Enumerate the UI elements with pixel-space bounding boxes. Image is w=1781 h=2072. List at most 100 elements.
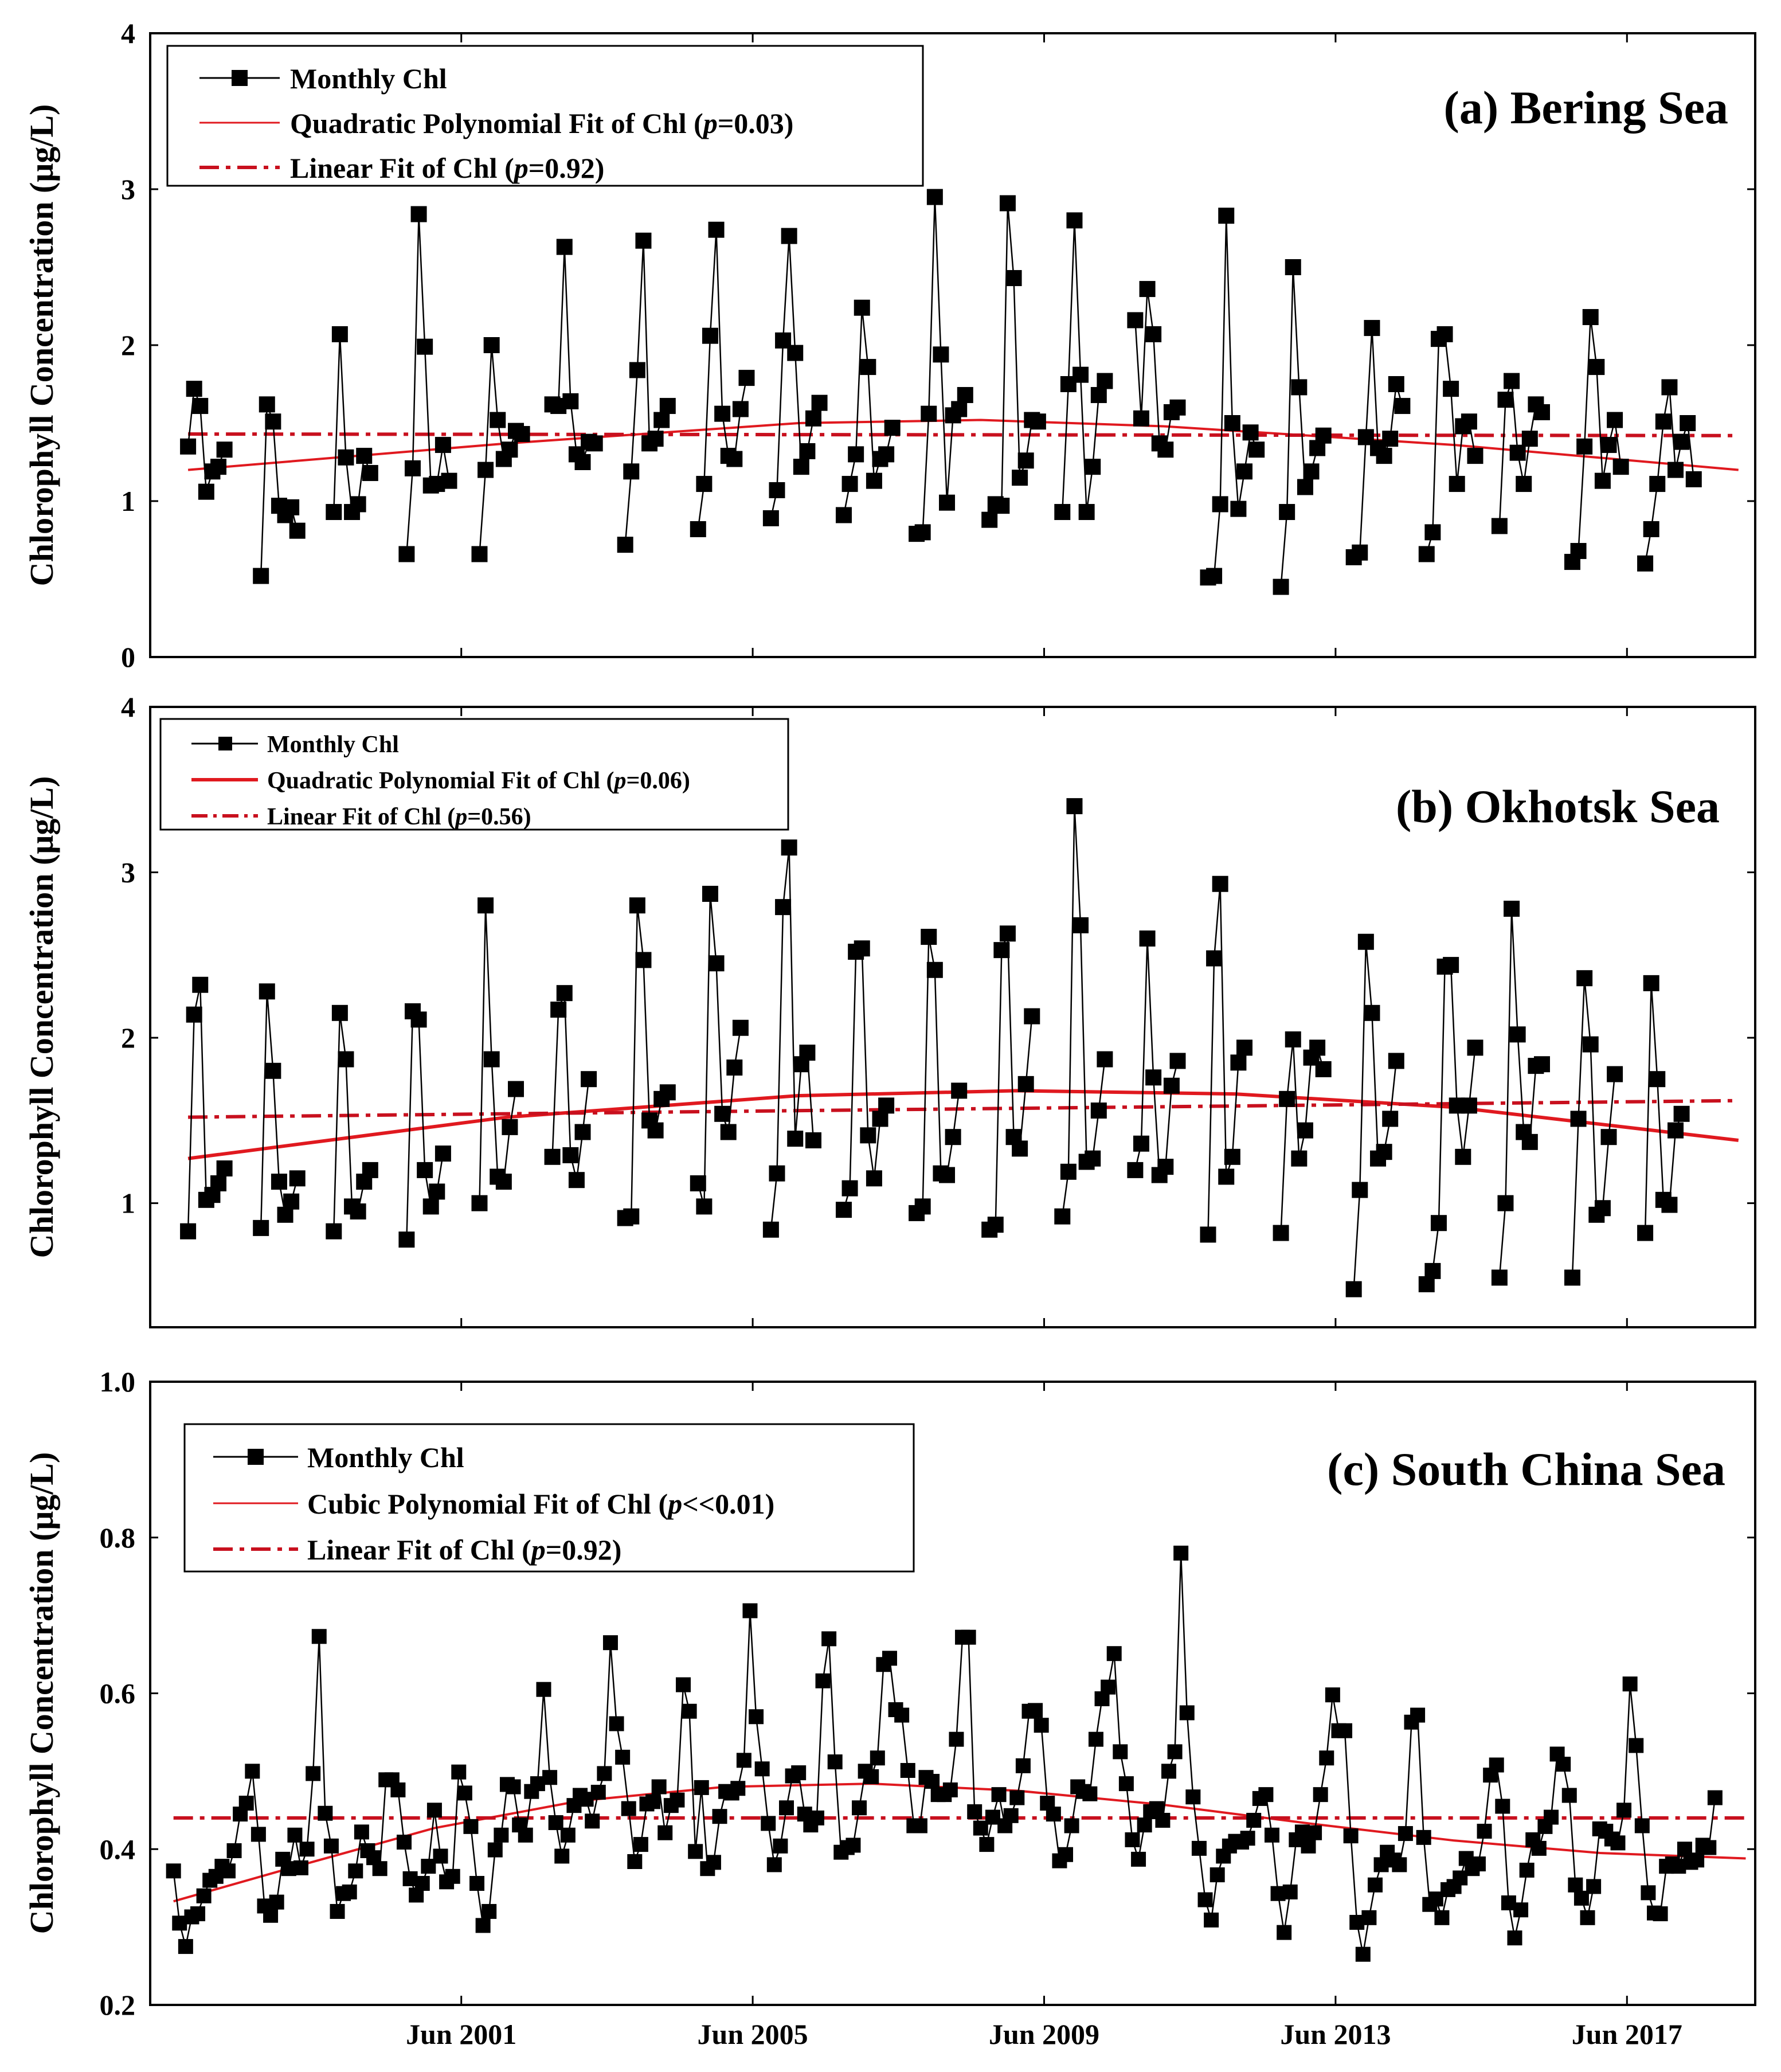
panel-c-data-point	[536, 1682, 551, 1697]
panel-b-data-point	[1376, 1144, 1392, 1160]
panel-b-data-point	[180, 1223, 197, 1240]
panel-b-data-point	[1643, 975, 1659, 991]
panel-b-data-point	[926, 961, 943, 978]
panel-c-data-point	[597, 1766, 612, 1781]
panel-c-data-point	[1064, 1818, 1079, 1833]
panel-a-legend-linear-p: p	[512, 152, 529, 184]
panel-b-y-axis-label: Chlorophyll Concentration (μg/L)	[23, 776, 60, 1258]
panel-c-data-point	[1191, 1840, 1207, 1856]
panel-a-data-point	[265, 413, 281, 430]
panel-a-data-point	[1206, 568, 1223, 584]
panel-c-data-point	[1301, 1838, 1316, 1854]
panel-c-data-point	[749, 1709, 764, 1725]
panel-a-ticks	[150, 32, 1755, 658]
panel-c-data-point	[1282, 1884, 1298, 1899]
panel-a-data-point	[1133, 410, 1149, 427]
panel-b-data-point	[1017, 1076, 1034, 1092]
panel-a-y-tick-labels: 0 1 2 3 4	[121, 17, 135, 673]
panel-b-series-line	[1498, 908, 1543, 1278]
panel-c-data-point	[226, 1843, 242, 1858]
panel-a-data-point	[1085, 459, 1101, 475]
panel-b-data-point	[1127, 1162, 1144, 1178]
panel-a-legend-fit-p: p	[701, 107, 718, 139]
panel-c-y-tick-label: 0.2	[100, 1989, 136, 2021]
panel-c-data-point	[293, 1860, 309, 1875]
panel-c-data-point	[323, 1838, 339, 1854]
panel-a-y-tick-label: 1	[121, 485, 135, 517]
panel-b-data-point	[1273, 1225, 1289, 1241]
panel-a-data-point	[921, 405, 937, 422]
panel-c-data-point	[1082, 1786, 1098, 1801]
panel-b-data-point	[471, 1195, 488, 1211]
panel-c-data-point	[1392, 1857, 1407, 1872]
panel-c-data-point	[1580, 1910, 1595, 1925]
panel-a-series-line	[1062, 220, 1106, 513]
panel-c-data-point	[1131, 1851, 1146, 1867]
panel-b-data-point	[629, 897, 645, 914]
panel-a-data-point	[586, 435, 603, 452]
panel-c-data-point	[518, 1827, 533, 1843]
panel-c-data-point	[548, 1815, 563, 1831]
panel-b-data-point	[1297, 1122, 1313, 1139]
panel-c-data-point	[1531, 1840, 1547, 1856]
panel-c-data-point	[730, 1781, 746, 1796]
panel-c-data-point	[1258, 1787, 1274, 1803]
panel-b-data-point	[999, 925, 1016, 942]
panel-a-data-point	[926, 189, 943, 205]
panel-a-data-point	[1315, 427, 1332, 444]
panel-a-data-point	[787, 345, 804, 361]
panel-c-data-point	[263, 1907, 279, 1923]
panel-a-data-point	[811, 394, 828, 411]
panel-b-data-point	[1430, 1215, 1447, 1232]
panel-c-data-point	[736, 1753, 751, 1768]
panel-a-legend-fit-label: Quadratic Polynomial Fit of Chl (p=0.03)	[290, 107, 793, 139]
panel-c-monthly-series	[166, 1545, 1723, 1962]
panel-b-data-point	[1491, 1269, 1508, 1286]
panel-a-data-point	[981, 511, 998, 528]
panel-b-data-point	[659, 1084, 676, 1101]
panel-c-data-point	[1113, 1744, 1128, 1760]
panel-c-data-point	[1046, 1807, 1061, 1822]
panel-a-data-point	[690, 521, 706, 537]
panel-b-data-point	[690, 1175, 706, 1191]
panel-c-data-point	[1313, 1787, 1328, 1803]
panel-b-data-point	[544, 1148, 561, 1165]
panel-c-data-point	[694, 1780, 709, 1795]
panel-b-legend-monthly-marker	[218, 737, 232, 750]
panel-b-data-point	[696, 1198, 713, 1215]
panel-c-data-point	[870, 1750, 885, 1766]
panel-b-data-point	[1673, 1105, 1690, 1122]
panel-c-data-point	[1629, 1738, 1644, 1753]
panel-b-frame	[149, 706, 1756, 1328]
panel-a-data-point	[993, 498, 1010, 514]
panel-a-data-point	[957, 387, 973, 404]
panel-c-data-point	[1477, 1823, 1492, 1839]
panel-c-data-point	[967, 1804, 983, 1820]
panel-a-data-point	[1449, 476, 1465, 492]
panel-c-data-point	[1337, 1723, 1353, 1738]
panel-b-legend-linear-suffix: =0.56)	[467, 804, 531, 830]
panel-b-data-point	[732, 1019, 749, 1036]
panel-a-data-point	[514, 426, 530, 443]
panel-c-data-point	[1197, 1892, 1213, 1907]
panel-b-legend-linear-label: Linear Fit of Chl (p=0.56)	[267, 804, 531, 830]
panel-c-data-point	[773, 1838, 788, 1854]
panel-b-y-tick-label: 1	[121, 1187, 135, 1219]
panel-b-data-point	[568, 1172, 585, 1189]
panel-c-data-point	[1106, 1646, 1122, 1661]
panel-b-data-point	[1224, 1148, 1240, 1165]
panel-b-data-point	[1661, 1197, 1678, 1213]
panel-a-legend-monthly-marker	[232, 70, 248, 86]
panel-b-plot-area: 1 2 3 4	[121, 691, 1756, 1328]
panel-a-data-point	[702, 327, 718, 344]
panel-a-data-point	[1576, 438, 1593, 455]
panel-c-data-point	[778, 1800, 794, 1816]
panel-a-data-point	[1668, 462, 1684, 478]
panel-b-data-point	[574, 1124, 591, 1140]
panel-c-data-point	[1009, 1790, 1025, 1805]
panel-c-data-point	[754, 1761, 770, 1777]
panel-c-data-point	[1634, 1818, 1650, 1833]
panel-b-data-point	[1497, 1195, 1514, 1211]
panel-a-legend-fit-suffix: =0.03)	[718, 107, 794, 139]
panel-a-data-point	[502, 441, 518, 458]
